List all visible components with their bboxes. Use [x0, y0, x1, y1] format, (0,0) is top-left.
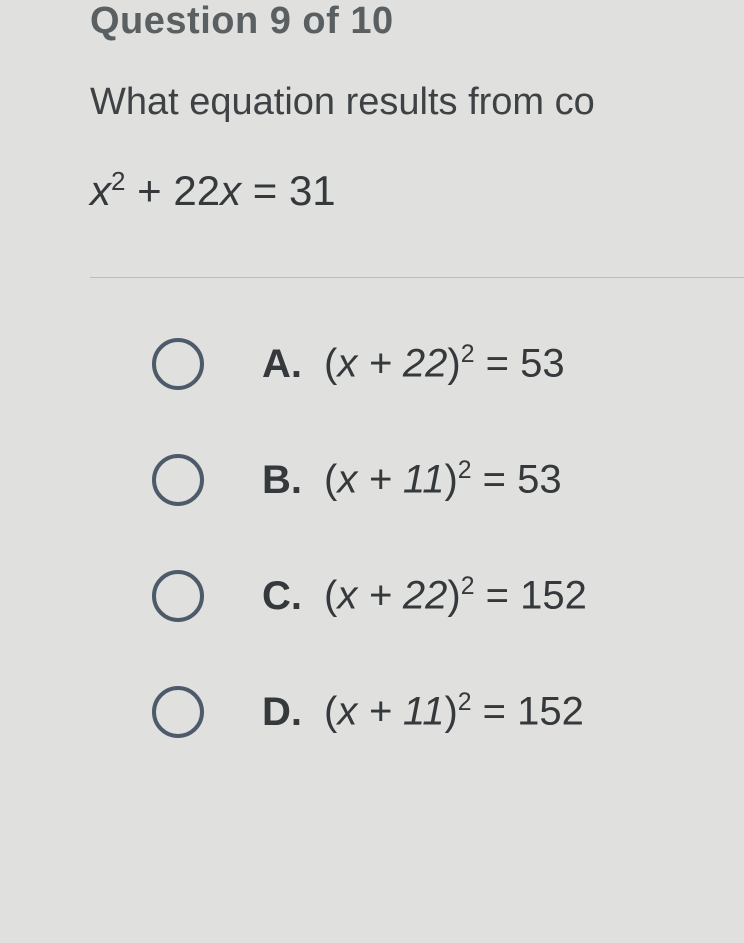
option-b-expression: (x + 11)2 = 53 — [324, 457, 562, 502]
option-d[interactable]: D. (x + 11)2 = 152 — [152, 686, 744, 738]
option-d-letter: D. — [262, 690, 308, 735]
equation-linear-coeff: + 22 — [125, 167, 220, 214]
option-b[interactable]: B. (x + 11)2 = 53 — [152, 454, 744, 506]
given-equation: x2 + 22x = 31 — [90, 166, 744, 215]
equation-var2: x — [220, 167, 241, 214]
question-prompt: What equation results from co — [90, 81, 744, 124]
option-c[interactable]: C. (x + 22)2 = 152 — [152, 570, 744, 622]
equation-rhs: = 31 — [241, 167, 336, 214]
option-c-letter: C. — [262, 574, 308, 619]
option-a-letter: A. — [262, 342, 308, 387]
radio-b[interactable] — [152, 454, 204, 506]
options-container: A. (x + 22)2 = 53 B. (x + 11)2 = 53 C. (… — [90, 338, 744, 738]
equation-exponent: 2 — [111, 166, 125, 196]
section-divider — [90, 277, 744, 278]
option-c-expression: (x + 22)2 = 152 — [324, 573, 587, 618]
equation-var: x — [90, 167, 111, 214]
option-a-expression: (x + 22)2 = 53 — [324, 341, 565, 386]
radio-c[interactable] — [152, 570, 204, 622]
radio-a[interactable] — [152, 338, 204, 390]
option-b-letter: B. — [262, 458, 308, 503]
question-counter: Question 9 of 10 — [90, 0, 744, 43]
radio-d[interactable] — [152, 686, 204, 738]
option-d-expression: (x + 11)2 = 152 — [324, 689, 584, 734]
option-a[interactable]: A. (x + 22)2 = 53 — [152, 338, 744, 390]
